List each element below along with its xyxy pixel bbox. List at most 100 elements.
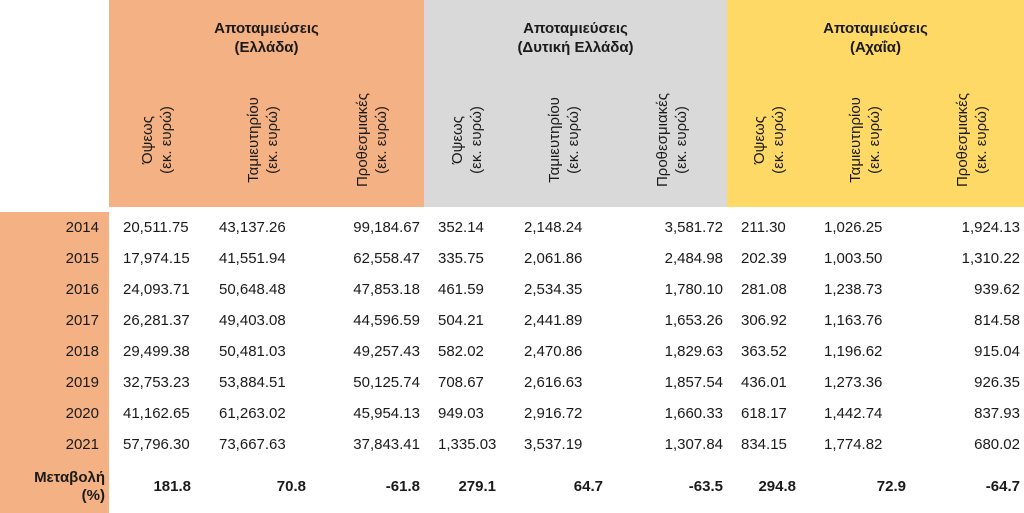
subheader-text: Προθεσμιακές (εκ. ευρώ) [953,93,991,187]
value-cell: 49,403.08 [219,312,286,329]
value-cell: 1,196.62 [824,343,883,360]
value-cell: 32,753.23 [123,374,190,391]
value-cell: 24,093.71 [123,281,190,298]
value-cell: 335.75 [438,250,484,267]
value-cell: 1,653.26 [664,312,723,329]
value-cell: 680.02 [974,436,1020,453]
year-cell: 2017 [0,305,109,336]
subheader-unit: (εκ. ευρώ) [973,106,990,174]
value-cell: 47,853.18 [353,281,420,298]
value-cell: 45,954.13 [353,405,420,422]
group-title: Αποταμιεύσεις [523,19,628,37]
group-header-text: Αποταμιεύσεις (Αχαΐα) [823,19,928,57]
subheader-text: Προθεσμιακές (εκ. ευρώ) [353,93,391,187]
change-label: Μεταβολή (%) [0,460,109,513]
change-label-unit: (%) [81,486,105,504]
value-cell: 915.04 [974,343,1020,360]
value-cell: 1,273.36 [824,374,883,391]
subheader-unit: (εκ. ευρώ) [673,106,690,174]
subheader-text: Όψεως (εκ. ευρώ) [448,106,486,174]
value-cell: 504.21 [438,312,484,329]
subheader-western-greece-savings: Ταμιευτηρίου (εκ. ευρώ) [510,73,617,207]
value-cell: 461.59 [438,281,484,298]
change-value-cell: 294.8 [758,478,796,495]
subheader-achaia-savings: Ταμιευτηρίου (εκ. ευρώ) [810,73,920,207]
value-cell: 50,125.74 [353,374,420,391]
value-cell: 62,558.47 [353,250,420,267]
value-cell: 3,537.19 [524,436,583,453]
value-cell: 708.67 [438,374,484,391]
year-cell: 2019 [0,367,109,398]
subheader-type: Προθεσμιακές [654,92,671,188]
change-value-cell: 279.1 [458,478,496,495]
value-cell: 1,660.33 [664,405,723,422]
group-header-text: Αποταμιεύσεις (Ελλάδα) [214,19,319,57]
value-cell: 99,184.67 [353,219,420,236]
value-cell: 1,163.76 [824,312,883,329]
subheader-type: Όψεως [449,116,466,164]
subheader-western-greece-sight: Όψεως (εκ. ευρώ) [424,73,510,207]
subheader-type: Όψεως [750,116,768,164]
year-cell: 2021 [0,429,109,460]
value-cell: 618.17 [741,405,787,422]
value-cell: 2,061.86 [524,250,583,267]
year-cell: 2014 [0,212,109,243]
subheader-unit: (εκ. ευρώ) [373,106,390,174]
subheader-type: Ταμιευτηρίου [545,97,563,183]
value-cell: 1,442.74 [824,405,883,422]
subheader-unit: (εκ. ευρώ) [158,106,175,174]
value-cell: 26,281.37 [123,312,190,329]
subheader-type: Ταμιευτηρίου [244,97,262,183]
value-cell: 281.08 [741,281,787,298]
value-cell: 837.93 [974,405,1020,422]
value-cell: 53,884.51 [219,374,286,391]
year-cell: 2020 [0,398,109,429]
group-region: (Αχαΐα) [850,38,901,56]
value-cell: 1,307.84 [664,436,723,453]
value-cell: 1,829.63 [664,343,723,360]
value-cell: 352.14 [438,219,484,236]
group-region: (Ελλάδα) [234,38,299,56]
subheader-greece-term: Προθεσμιακές (εκ. ευρώ) [320,73,424,207]
group-header-achaia: Αποταμιεύσεις (Αχαΐα) [727,0,1024,73]
value-cell: 1,780.10 [664,281,723,298]
value-cell: 49,257.43 [353,343,420,360]
value-cell: 1,026.25 [824,219,883,236]
value-cell: 2,148.24 [524,219,583,236]
value-cell: 306.92 [741,312,787,329]
value-cell: 1,857.54 [664,374,723,391]
value-cell: 211.30 [741,219,786,236]
subheader-text: Ταμιευτηρίου (εκ. ευρώ) [846,97,884,183]
subheader-unit: (εκ. ευρώ) [468,106,485,174]
subheader-text: Ταμιευτηρίου (εκ. ευρώ) [244,97,282,183]
value-cell: 2,470.86 [524,343,583,360]
group-region: (Δυτική Ελλάδα) [517,38,634,56]
value-cell: 2,616.63 [524,374,583,391]
value-cell: 50,481.03 [219,343,286,360]
group-header-greece: Αποταμιεύσεις (Ελλάδα) [109,0,424,73]
group-title: Αποταμιεύσεις [214,19,319,37]
subheader-type: Προθεσμιακές [354,92,371,188]
subheader-unit: (εκ. ευρώ) [866,106,883,174]
value-cell: 73,667.63 [219,436,286,453]
value-cell: 926.35 [974,374,1020,391]
change-value-cell: -61.8 [385,478,420,495]
change-value-cell: -63.5 [688,478,723,495]
group-header-text: Αποταμιεύσεις (Δυτική Ελλάδα) [517,19,633,57]
value-cell: 41,551.94 [219,250,286,267]
value-cell: 1,924.13 [961,219,1020,236]
value-cell: 363.52 [741,343,787,360]
value-cell: 41,162.65 [123,405,190,422]
value-cell: 582.02 [438,343,484,360]
value-cell: 61,263.02 [219,405,286,422]
value-cell: 20,511.75 [123,219,189,236]
value-cell: 1,310.22 [961,250,1020,267]
subheader-achaia-term: Προθεσμιακές (εκ. ευρώ) [920,73,1024,207]
change-value-cell: 64.7 [573,478,603,495]
value-cell: 43,137.26 [219,219,286,236]
subheader-type: Προθεσμιακές [954,92,971,188]
change-label-text: Μεταβολή (%) [34,469,105,505]
value-cell: 834.15 [741,436,787,453]
subheader-text: Ταμιευτηρίου (εκ. ευρώ) [545,97,583,183]
